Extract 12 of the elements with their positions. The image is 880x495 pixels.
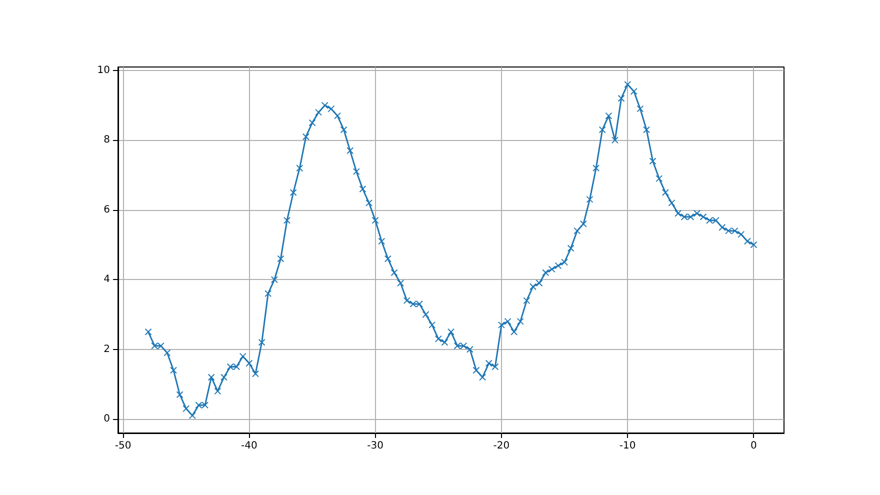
- x-tick-label: -10: [619, 440, 636, 452]
- y-tick-label: 8: [104, 134, 110, 146]
- y-tick-label: 2: [104, 344, 110, 355]
- y-tick-label: 6: [104, 204, 110, 216]
- x-tick-label: -50: [114, 440, 132, 452]
- y-tick-label: 10: [97, 64, 110, 76]
- x-tick-label: -40: [241, 440, 258, 452]
- y-tick-label: 4: [104, 274, 110, 286]
- y-tick-label: 0: [104, 414, 110, 425]
- x-tick-label: -20: [493, 440, 510, 452]
- x-tick-label: -30: [367, 440, 384, 452]
- x-tick-label: 0: [750, 440, 757, 452]
